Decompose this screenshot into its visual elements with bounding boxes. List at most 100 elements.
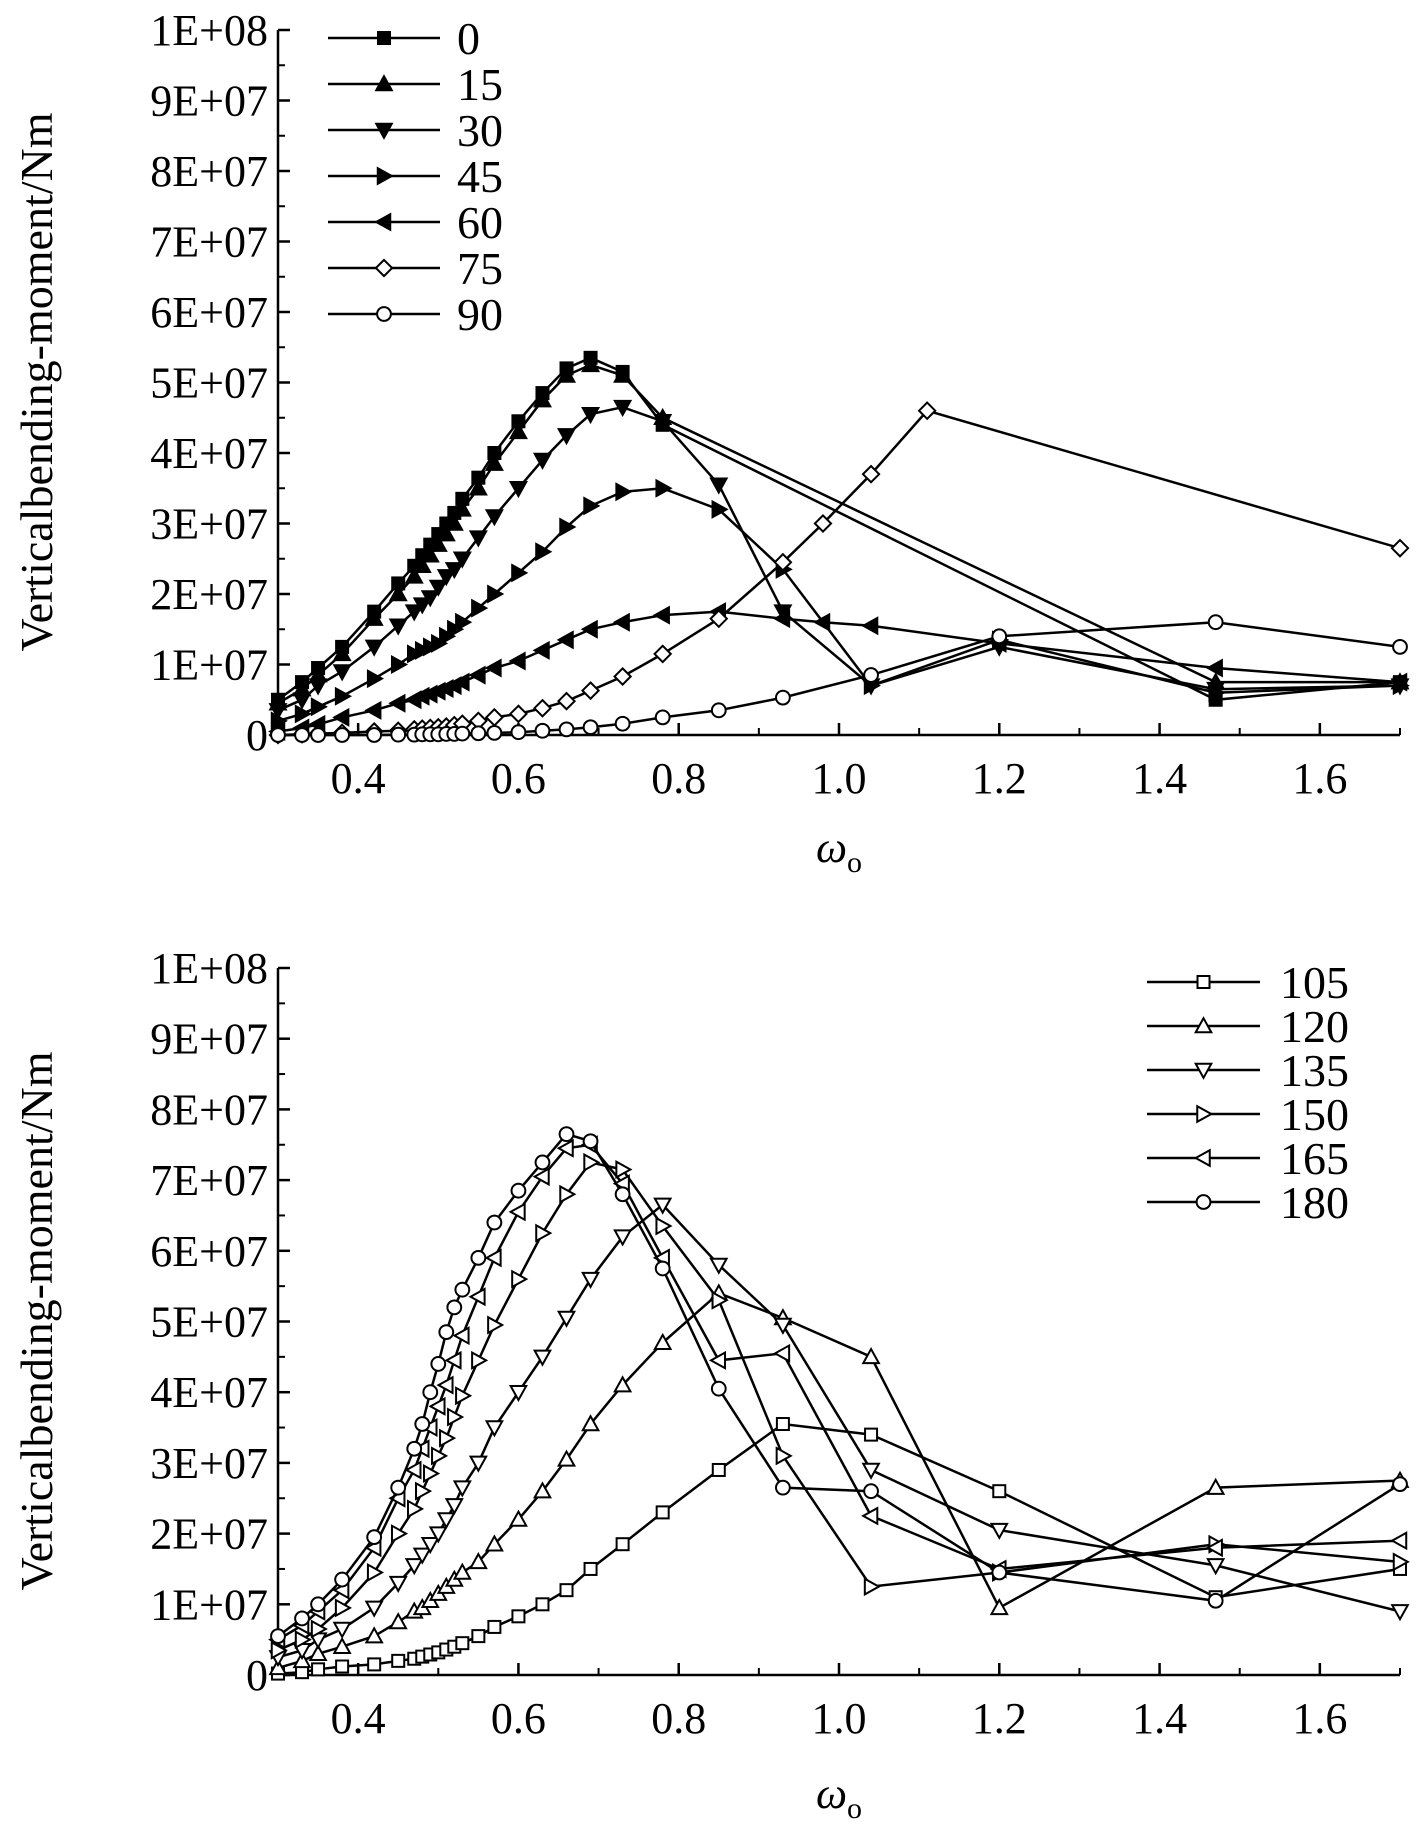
data-point bbox=[653, 644, 673, 664]
data-point bbox=[613, 399, 633, 418]
data-point bbox=[484, 658, 502, 678]
data-point bbox=[406, 1440, 423, 1457]
series-90 bbox=[270, 614, 1408, 743]
data-point bbox=[655, 1216, 673, 1236]
data-point bbox=[861, 1346, 881, 1365]
data-point bbox=[1207, 1592, 1224, 1609]
data-point bbox=[655, 1505, 670, 1520]
data-point bbox=[484, 1534, 504, 1552]
data-point bbox=[775, 689, 791, 706]
data-point bbox=[420, 545, 440, 563]
y-axis-label: Verticalbending-moment/Nm bbox=[11, 1051, 62, 1590]
data-point bbox=[294, 1630, 312, 1650]
data-point bbox=[452, 1562, 472, 1580]
data-point bbox=[423, 1464, 441, 1484]
x-tick-label: 0.8 bbox=[651, 1694, 706, 1743]
data-point bbox=[652, 605, 670, 625]
data-point bbox=[404, 1558, 424, 1576]
data-point bbox=[455, 612, 473, 632]
data-point bbox=[364, 1600, 384, 1618]
legend-label: 0 bbox=[457, 13, 480, 64]
data-point bbox=[444, 1498, 464, 1516]
data-point bbox=[775, 1446, 793, 1466]
legend-item: 60 bbox=[328, 197, 503, 248]
data-point bbox=[438, 1324, 455, 1341]
data-point bbox=[404, 566, 424, 584]
data-point bbox=[454, 725, 471, 742]
y-tick-label: 8E+07 bbox=[150, 1085, 268, 1134]
data-point bbox=[486, 1214, 503, 1231]
data-point bbox=[711, 1462, 726, 1477]
data-point bbox=[510, 724, 527, 741]
data-point bbox=[557, 1449, 577, 1467]
data-point bbox=[404, 1460, 422, 1480]
legend-marker bbox=[374, 258, 394, 278]
data-point bbox=[407, 1499, 425, 1519]
data-point bbox=[511, 563, 529, 583]
data-point bbox=[471, 598, 489, 618]
data-point bbox=[532, 1167, 550, 1187]
y-axis-label: Verticalbending-moment/Nm bbox=[11, 112, 62, 651]
data-point bbox=[420, 590, 440, 608]
data-point bbox=[428, 1396, 446, 1416]
y-tick-label: 0 bbox=[246, 711, 268, 760]
data-point bbox=[470, 725, 487, 742]
x-tick-label: 0.4 bbox=[331, 754, 386, 803]
data-point bbox=[653, 1332, 673, 1350]
data-point bbox=[861, 1462, 881, 1480]
data-point bbox=[654, 709, 671, 726]
data-point bbox=[508, 421, 528, 440]
data-point bbox=[436, 1512, 456, 1530]
series-line bbox=[277, 1422, 1401, 1675]
data-point bbox=[364, 608, 384, 626]
data-point bbox=[508, 1509, 528, 1527]
data-point bbox=[508, 481, 528, 499]
data-point bbox=[452, 551, 472, 569]
data-point bbox=[415, 1481, 433, 1501]
legend-marker bbox=[1196, 975, 1211, 989]
y-tick-label: 2E+07 bbox=[150, 1510, 268, 1559]
y-tick-label: 1E+08 bbox=[150, 6, 268, 55]
data-point bbox=[614, 715, 631, 732]
data-point bbox=[991, 1564, 1008, 1581]
chart-panel-1: 0 1E+07 2E+07 3E+07 4E+07 5E+07 6E+07 7E+07 8E+0… bbox=[11, 6, 1410, 879]
data-point bbox=[557, 365, 577, 383]
data-point bbox=[335, 1659, 350, 1674]
data-point bbox=[334, 1571, 351, 1588]
data-point bbox=[332, 664, 352, 682]
y-tick-label: 9E+07 bbox=[150, 1015, 268, 1064]
data-point bbox=[1392, 1552, 1410, 1572]
data-point bbox=[775, 1417, 790, 1432]
data-point bbox=[1205, 658, 1223, 678]
data-point bbox=[989, 1597, 1009, 1616]
legend-marker bbox=[1196, 1104, 1214, 1124]
data-point bbox=[1208, 683, 1226, 703]
data-point bbox=[308, 1643, 328, 1662]
data-point bbox=[709, 477, 729, 495]
data-point bbox=[535, 1597, 550, 1612]
legend-label: 180 bbox=[1280, 1177, 1349, 1228]
data-point bbox=[581, 406, 601, 425]
data-point bbox=[917, 401, 937, 421]
data-point bbox=[468, 1287, 486, 1307]
legend-label: 165 bbox=[1280, 1133, 1349, 1184]
data-point bbox=[581, 1271, 601, 1289]
data-point bbox=[366, 1562, 385, 1582]
data-point bbox=[364, 700, 382, 720]
legend-marker bbox=[376, 166, 394, 186]
data-point bbox=[366, 727, 383, 743]
data-point bbox=[310, 1596, 326, 1613]
data-point bbox=[582, 1133, 599, 1150]
data-point bbox=[310, 697, 328, 717]
data-point bbox=[484, 707, 504, 727]
data-point bbox=[294, 704, 312, 724]
series-45 bbox=[270, 478, 1410, 731]
data-point bbox=[615, 482, 633, 502]
y-tick-label: 8E+07 bbox=[150, 147, 268, 196]
data-point bbox=[334, 686, 352, 706]
data-point bbox=[583, 496, 601, 516]
x-tick-label: 0.6 bbox=[491, 754, 546, 803]
legend-label: 135 bbox=[1280, 1045, 1349, 1096]
data-point bbox=[367, 1657, 382, 1672]
data-point bbox=[452, 1326, 470, 1346]
